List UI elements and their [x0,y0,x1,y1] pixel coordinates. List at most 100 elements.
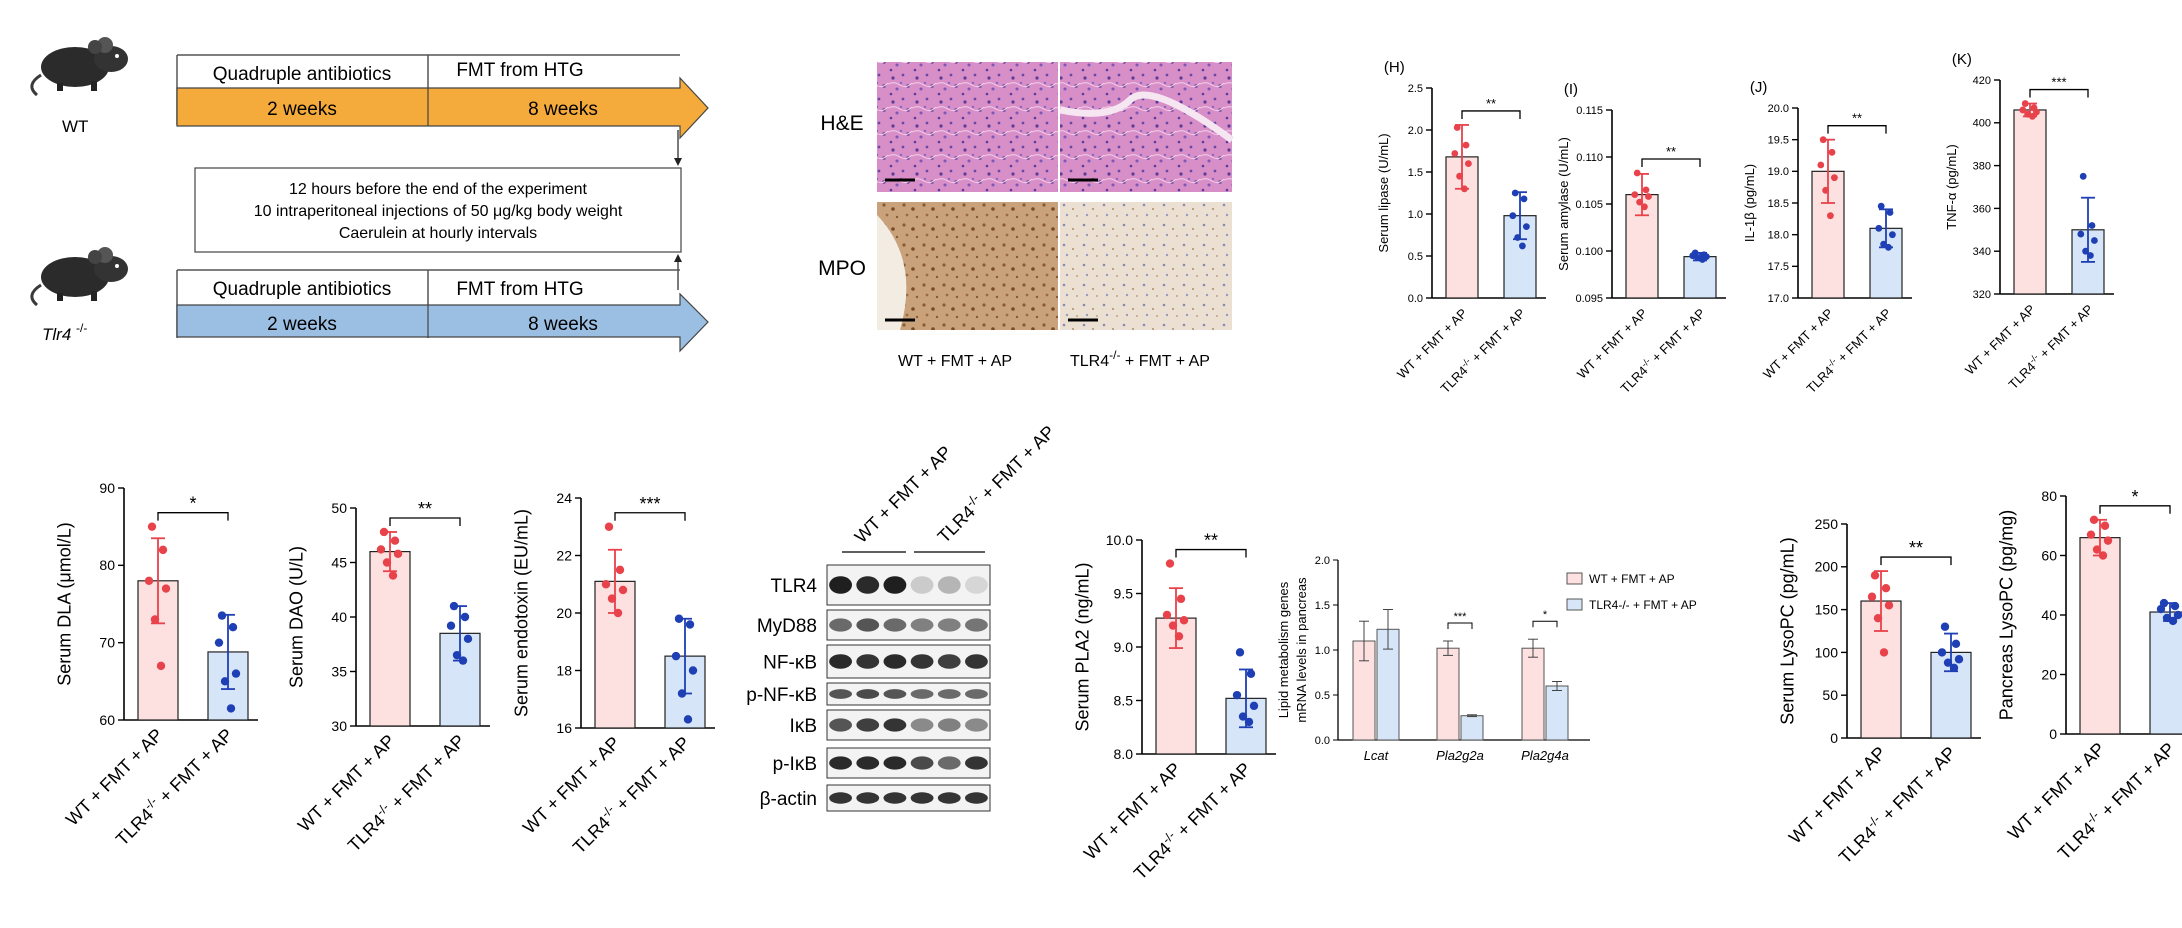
category-label-ko: TLR4-/- + FMT + AP [110,723,236,849]
mpo-image-wt [877,202,1058,330]
blot-band [829,689,852,699]
blot-band [910,618,934,632]
blot-band [856,756,880,770]
data-point-wt [388,571,398,580]
data-point-wt [2019,106,2027,114]
data-point-wt [1873,613,1883,623]
category-label-ko: TLR4-/- + FMT + AP [567,731,693,857]
data-point-wt [2098,551,2108,560]
blot-band [883,576,907,594]
data-point-ko [2087,252,2094,259]
y-tick-label: 0.5 [1408,251,1423,263]
data-point-wt [607,594,617,603]
data-point-wt [161,584,171,593]
y-tick-label: 90 [99,480,115,496]
significance-label: ** [1204,531,1218,551]
legend-label-ko: TLR4-/- + FMT + AP [1589,598,1697,612]
data-point-ko [217,611,227,620]
significance-bracket [1447,622,1473,629]
panel-label: (J) [1750,79,1768,96]
wt-phase2-label: FMT from HTG [456,60,583,81]
chart-i: 0.095 0.100 0.105 0.110 0.115 Serum amylase (… [1556,81,1726,396]
y-axis-label: Pancreas LysoPC (pg/mg) [1997,510,2017,720]
y-tick-label: 0.105 [1575,199,1603,211]
histology-col-wt: WT + FMT + AP [898,353,1012,370]
data-point-ko [1511,189,1519,197]
blot-band [910,654,934,669]
data-point-wt [1817,161,1825,169]
data-point-wt [1822,186,1829,194]
data-point-wt [613,608,623,618]
histology-col-ko: TLR4-/- + FMT + AP [1070,348,1210,370]
blot-band [856,718,880,732]
category-label-ko: TLR4-/- + FMT + AP [1128,757,1254,883]
blot-band [856,792,880,804]
significance-label: * [189,494,196,514]
data-point-ko [446,621,456,630]
data-point-wt [1645,193,1652,200]
blot-strip-6 [826,784,991,812]
data-point-ko [683,715,693,724]
data-point-ko [460,612,470,622]
data-point-ko [1937,648,1947,657]
y-tick-label: 50 [331,500,347,516]
y-tick-label: 0.100 [1575,246,1603,258]
data-point-wt [1867,592,1877,601]
data-point-wt [1884,601,1894,610]
data-point-ko [2168,616,2178,626]
data-point-ko [2091,237,2098,244]
blot-strip-3 [826,682,991,706]
chart-lipid: 0.0 0.5 1.0 1.5 2.0 Lipid metabolism genes mRN… [1276,555,1697,763]
ko-dur2: 8 weeks [528,314,598,335]
data-point-ko [1949,663,1959,673]
data-point-ko [463,634,473,643]
data-point-ko [1244,717,1254,727]
significance-bracket [1880,556,1952,566]
significance-label: ** [1486,96,1496,111]
y-tick-label: 20.0 [1768,103,1789,115]
data-point-ko [226,704,236,713]
y-tick-label: 1.0 [1408,209,1423,221]
mpo-image-ko [1060,202,1232,330]
data-point-wt [1453,124,1461,131]
y-axis-label: Serum amylase (U/mL) [1556,137,1571,271]
blot-band [965,654,988,669]
data-point-ko [2170,601,2180,611]
blot-band [910,718,934,732]
bar-wt [369,550,411,727]
bar-ko [2149,611,2182,735]
mpo-wt-gap [877,215,907,330]
blot-band [883,718,907,732]
y-tick-label: 22 [556,547,572,563]
category-label: Pla2g4a [1521,748,1569,763]
wt-mouse-icon [30,37,128,97]
data-point-ko [2082,247,2090,255]
data-point-wt [618,585,628,595]
blot-band [856,654,880,669]
data-point-wt [1174,632,1184,641]
significance-bracket [1641,158,1701,167]
significance-label: ** [1666,144,1676,159]
significance-bracket [1532,620,1558,628]
data-point-wt [393,549,403,558]
note-line-3: Caerulein at hourly intervals [339,225,537,242]
significance-bracket [2099,505,2171,514]
ko-phase1-label: Quadruple antibiotics [213,279,392,300]
blot-band [965,792,988,804]
data-point-wt [376,545,386,554]
y-tick-label: 19.5 [1768,135,1789,147]
y-tick-label: 16 [556,720,572,736]
histology-row-mpo: MPO [818,257,866,280]
y-tick-label: 40 [2041,607,2057,623]
y-tick-label: 70 [99,635,115,651]
data-point-wt [144,576,154,585]
blot-band [856,576,880,594]
blot-band [965,756,988,770]
blot-band [937,654,961,669]
data-point-ko [1954,655,1964,664]
ko-mouse-icon [30,247,128,307]
category-label: Pla2g2a [1436,748,1484,763]
legend-swatch-ko [1566,598,1583,611]
data-point-wt [1879,648,1889,657]
